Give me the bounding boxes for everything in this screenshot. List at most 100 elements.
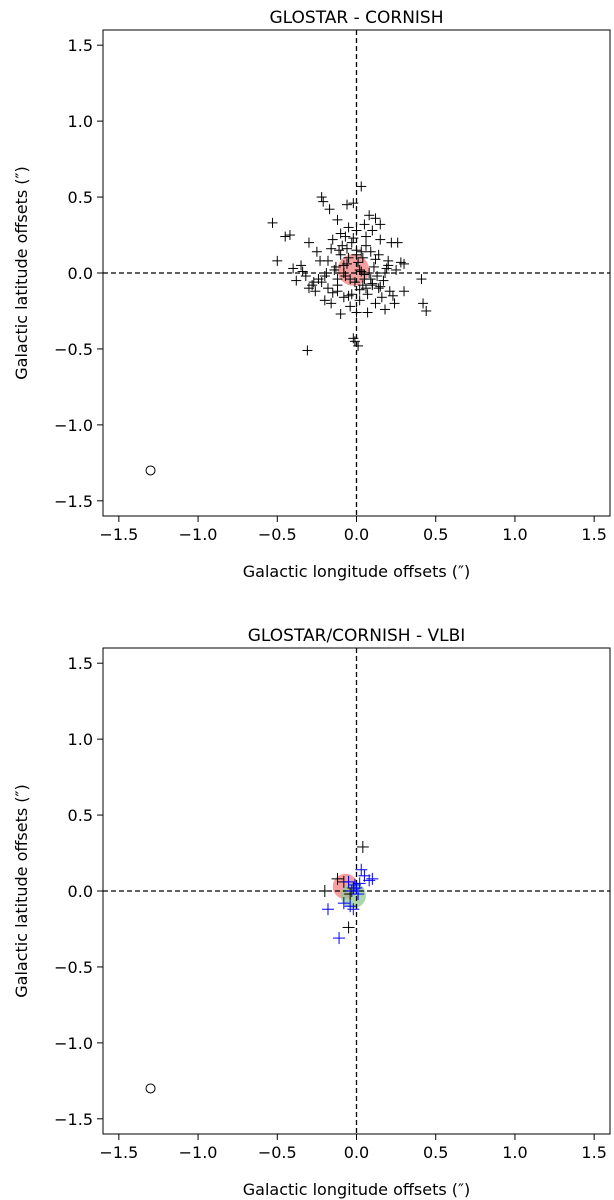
data-point	[297, 266, 308, 277]
data-point	[344, 900, 357, 913]
data-point	[353, 340, 364, 351]
data-point	[343, 290, 354, 301]
data-point	[356, 840, 369, 853]
data-point	[341, 243, 352, 254]
data-point	[308, 277, 319, 288]
y-tick-label: 1.5	[68, 654, 93, 673]
y-tick-label: 0.5	[68, 188, 93, 207]
data-point	[355, 863, 368, 876]
data-point	[359, 269, 370, 280]
data-point	[399, 286, 410, 297]
data-point	[327, 234, 338, 245]
data-point	[326, 298, 337, 309]
data-point	[380, 268, 391, 278]
x-tick-label: −1.0	[179, 1143, 218, 1162]
data-point	[348, 233, 359, 244]
data-point	[353, 877, 366, 890]
plot-layer: −1.5 −1.0 −0.5 0.0 0.5 1.0 1.5 −1.5 −1.0 −0.5 0.0 0…	[54, 30, 610, 544]
x-tick-label: 1.5	[581, 1143, 606, 1162]
data-point	[370, 298, 381, 309]
data-point	[346, 237, 357, 248]
data-point	[329, 264, 340, 275]
data-point	[335, 309, 346, 320]
data-point	[359, 219, 370, 230]
y-tick-label: −0.5	[54, 340, 93, 359]
data-point	[354, 295, 365, 306]
x-tick-label: 0.5	[423, 525, 448, 544]
data-point	[302, 345, 313, 356]
data-point	[318, 196, 329, 207]
data-point	[345, 885, 358, 897]
y-tick-label: −1.5	[54, 1110, 93, 1129]
data-point	[315, 255, 326, 266]
x-axis-label: Galactic longitude offsets (″)	[243, 562, 470, 581]
panel-bottom: GLOSTAR/CORNISH - VLBI Galactic longitud…	[12, 626, 611, 1199]
data-point	[365, 246, 376, 257]
chart-title: GLOSTAR/CORNISH - VLBI	[248, 626, 466, 646]
data-point	[345, 301, 356, 312]
data-point	[378, 275, 389, 286]
data-point	[368, 261, 379, 272]
data-point	[340, 231, 351, 242]
data-point	[333, 932, 346, 945]
data-point	[352, 888, 365, 901]
data-point	[372, 271, 383, 282]
data-point	[380, 304, 391, 315]
x-tick-label: −1.0	[179, 525, 218, 544]
beam-marker	[145, 465, 156, 476]
data-point	[272, 255, 283, 266]
data-point	[318, 885, 331, 897]
y-axis-label: Galactic latitude offsets (″)	[12, 166, 31, 379]
data-point	[327, 287, 338, 298]
panel-top: GLOSTAR - CORNISH Galactic longitude off…	[12, 8, 611, 581]
x-tick-label: 1.0	[502, 1143, 527, 1162]
data-point	[358, 869, 371, 882]
data-point	[338, 292, 349, 303]
data-point	[351, 245, 362, 256]
data-point	[343, 252, 354, 263]
data-point	[416, 274, 427, 285]
data-point	[381, 263, 392, 274]
data-point	[418, 298, 429, 309]
data-point	[354, 264, 365, 275]
data-point	[311, 246, 322, 257]
plot-layer: −1.5 −1.0 −0.5 0.0 0.5 1.0 1.5 −1.5 −1.0 −0.5 0.0 0…	[54, 648, 610, 1162]
x-tick-label: 1.0	[502, 525, 527, 544]
data-point	[303, 237, 314, 248]
chart-title: GLOSTAR - CORNISH	[269, 8, 443, 28]
data-point	[332, 214, 343, 225]
y-tick-label: 0.0	[68, 264, 93, 283]
data-point	[342, 875, 355, 888]
y-tick-label: 0.0	[68, 882, 93, 901]
x-tick-label: −1.5	[99, 1143, 138, 1162]
data-point	[288, 263, 299, 274]
y-tick-label: −0.5	[54, 958, 93, 977]
data-point	[353, 257, 364, 268]
data-point	[310, 286, 321, 297]
data-point	[357, 252, 368, 263]
data-point	[319, 295, 330, 306]
y-tick-label: −1.0	[54, 416, 93, 435]
x-tick-label: −1.5	[99, 525, 138, 544]
data-point	[421, 305, 432, 316]
data-point	[354, 284, 365, 295]
data-point	[284, 230, 295, 241]
data-point	[375, 234, 386, 245]
data-point	[373, 283, 384, 294]
y-axis-label: Galactic latitude offsets (″)	[12, 784, 31, 997]
data-point	[391, 264, 402, 275]
data-point	[362, 289, 373, 300]
y-tick-label: 1.5	[68, 36, 93, 55]
data-point	[364, 268, 375, 278]
data-point	[337, 897, 350, 910]
data-point	[348, 198, 359, 209]
y-tick-label: 0.5	[68, 806, 93, 825]
data-point	[375, 281, 386, 292]
data-point	[332, 274, 343, 285]
data-point	[303, 283, 314, 294]
data-point	[350, 881, 363, 894]
data-point	[362, 307, 373, 318]
x-tick-label: 0.0	[344, 1143, 369, 1162]
beam-marker	[145, 1083, 156, 1094]
data-point	[331, 872, 344, 885]
